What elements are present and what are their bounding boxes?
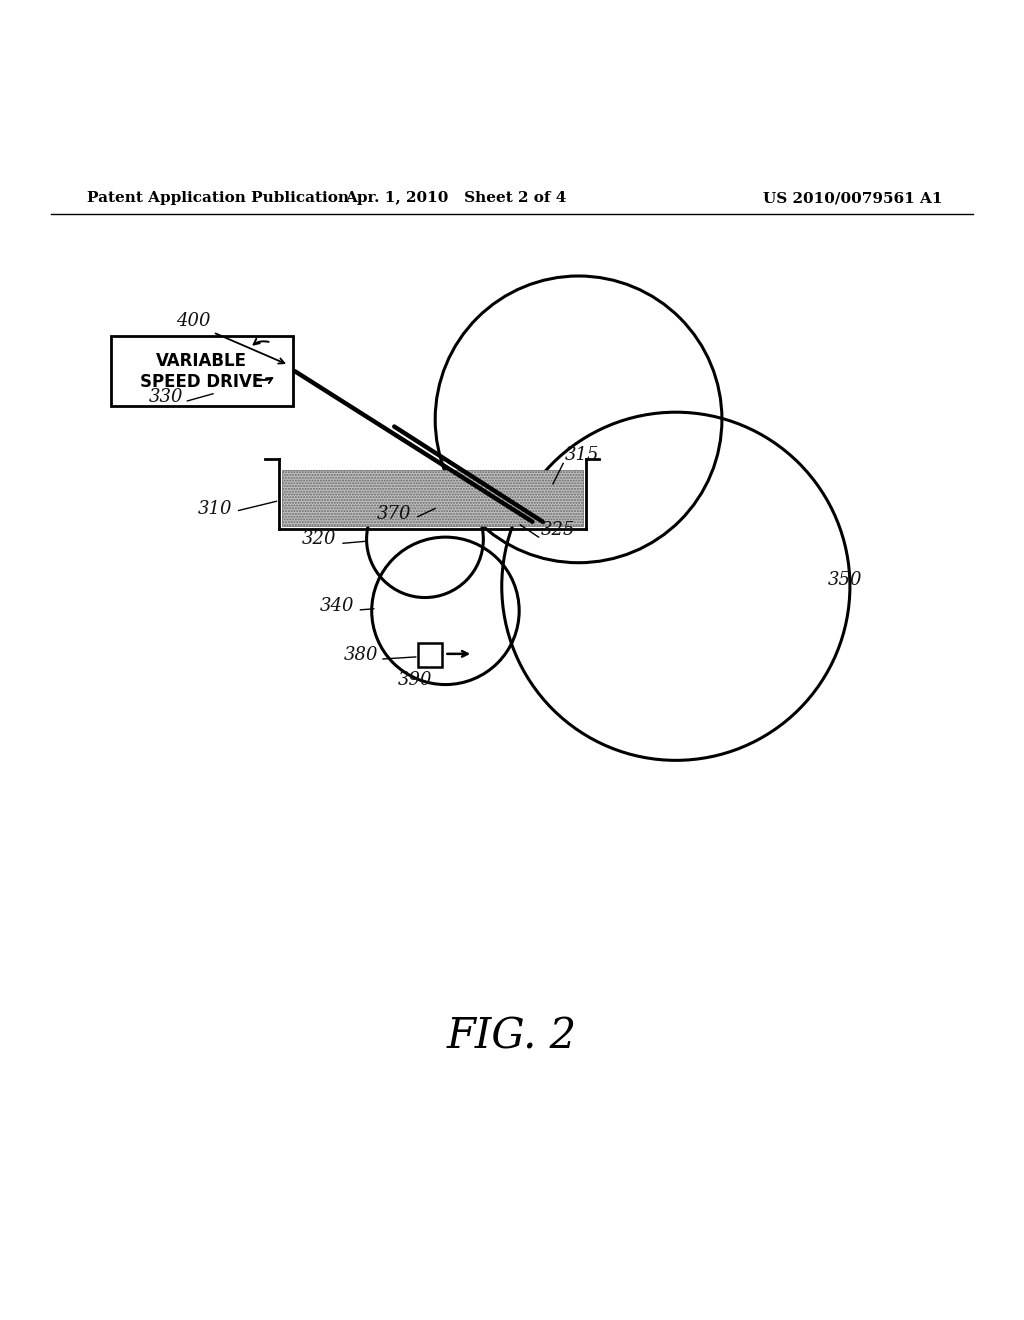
Polygon shape bbox=[111, 337, 293, 407]
Text: US 2010/0079561 A1: US 2010/0079561 A1 bbox=[763, 191, 942, 205]
Text: 340: 340 bbox=[319, 597, 354, 615]
Text: FIG. 2: FIG. 2 bbox=[446, 1016, 578, 1057]
Text: 350: 350 bbox=[827, 572, 862, 589]
Text: 390: 390 bbox=[397, 671, 432, 689]
Text: 320: 320 bbox=[302, 531, 337, 548]
Polygon shape bbox=[418, 643, 442, 667]
Text: 370: 370 bbox=[377, 504, 412, 523]
Text: Patent Application Publication: Patent Application Publication bbox=[87, 191, 349, 205]
Text: 330: 330 bbox=[148, 388, 183, 407]
Text: 325: 325 bbox=[541, 521, 575, 539]
Text: 380: 380 bbox=[344, 645, 379, 664]
Text: 315: 315 bbox=[565, 446, 600, 465]
Text: 310: 310 bbox=[198, 499, 232, 517]
Text: VARIABLE
SPEED DRIVE: VARIABLE SPEED DRIVE bbox=[140, 352, 263, 391]
Text: 400: 400 bbox=[176, 312, 211, 330]
Polygon shape bbox=[282, 470, 583, 525]
Text: Apr. 1, 2010   Sheet 2 of 4: Apr. 1, 2010 Sheet 2 of 4 bbox=[345, 191, 566, 205]
